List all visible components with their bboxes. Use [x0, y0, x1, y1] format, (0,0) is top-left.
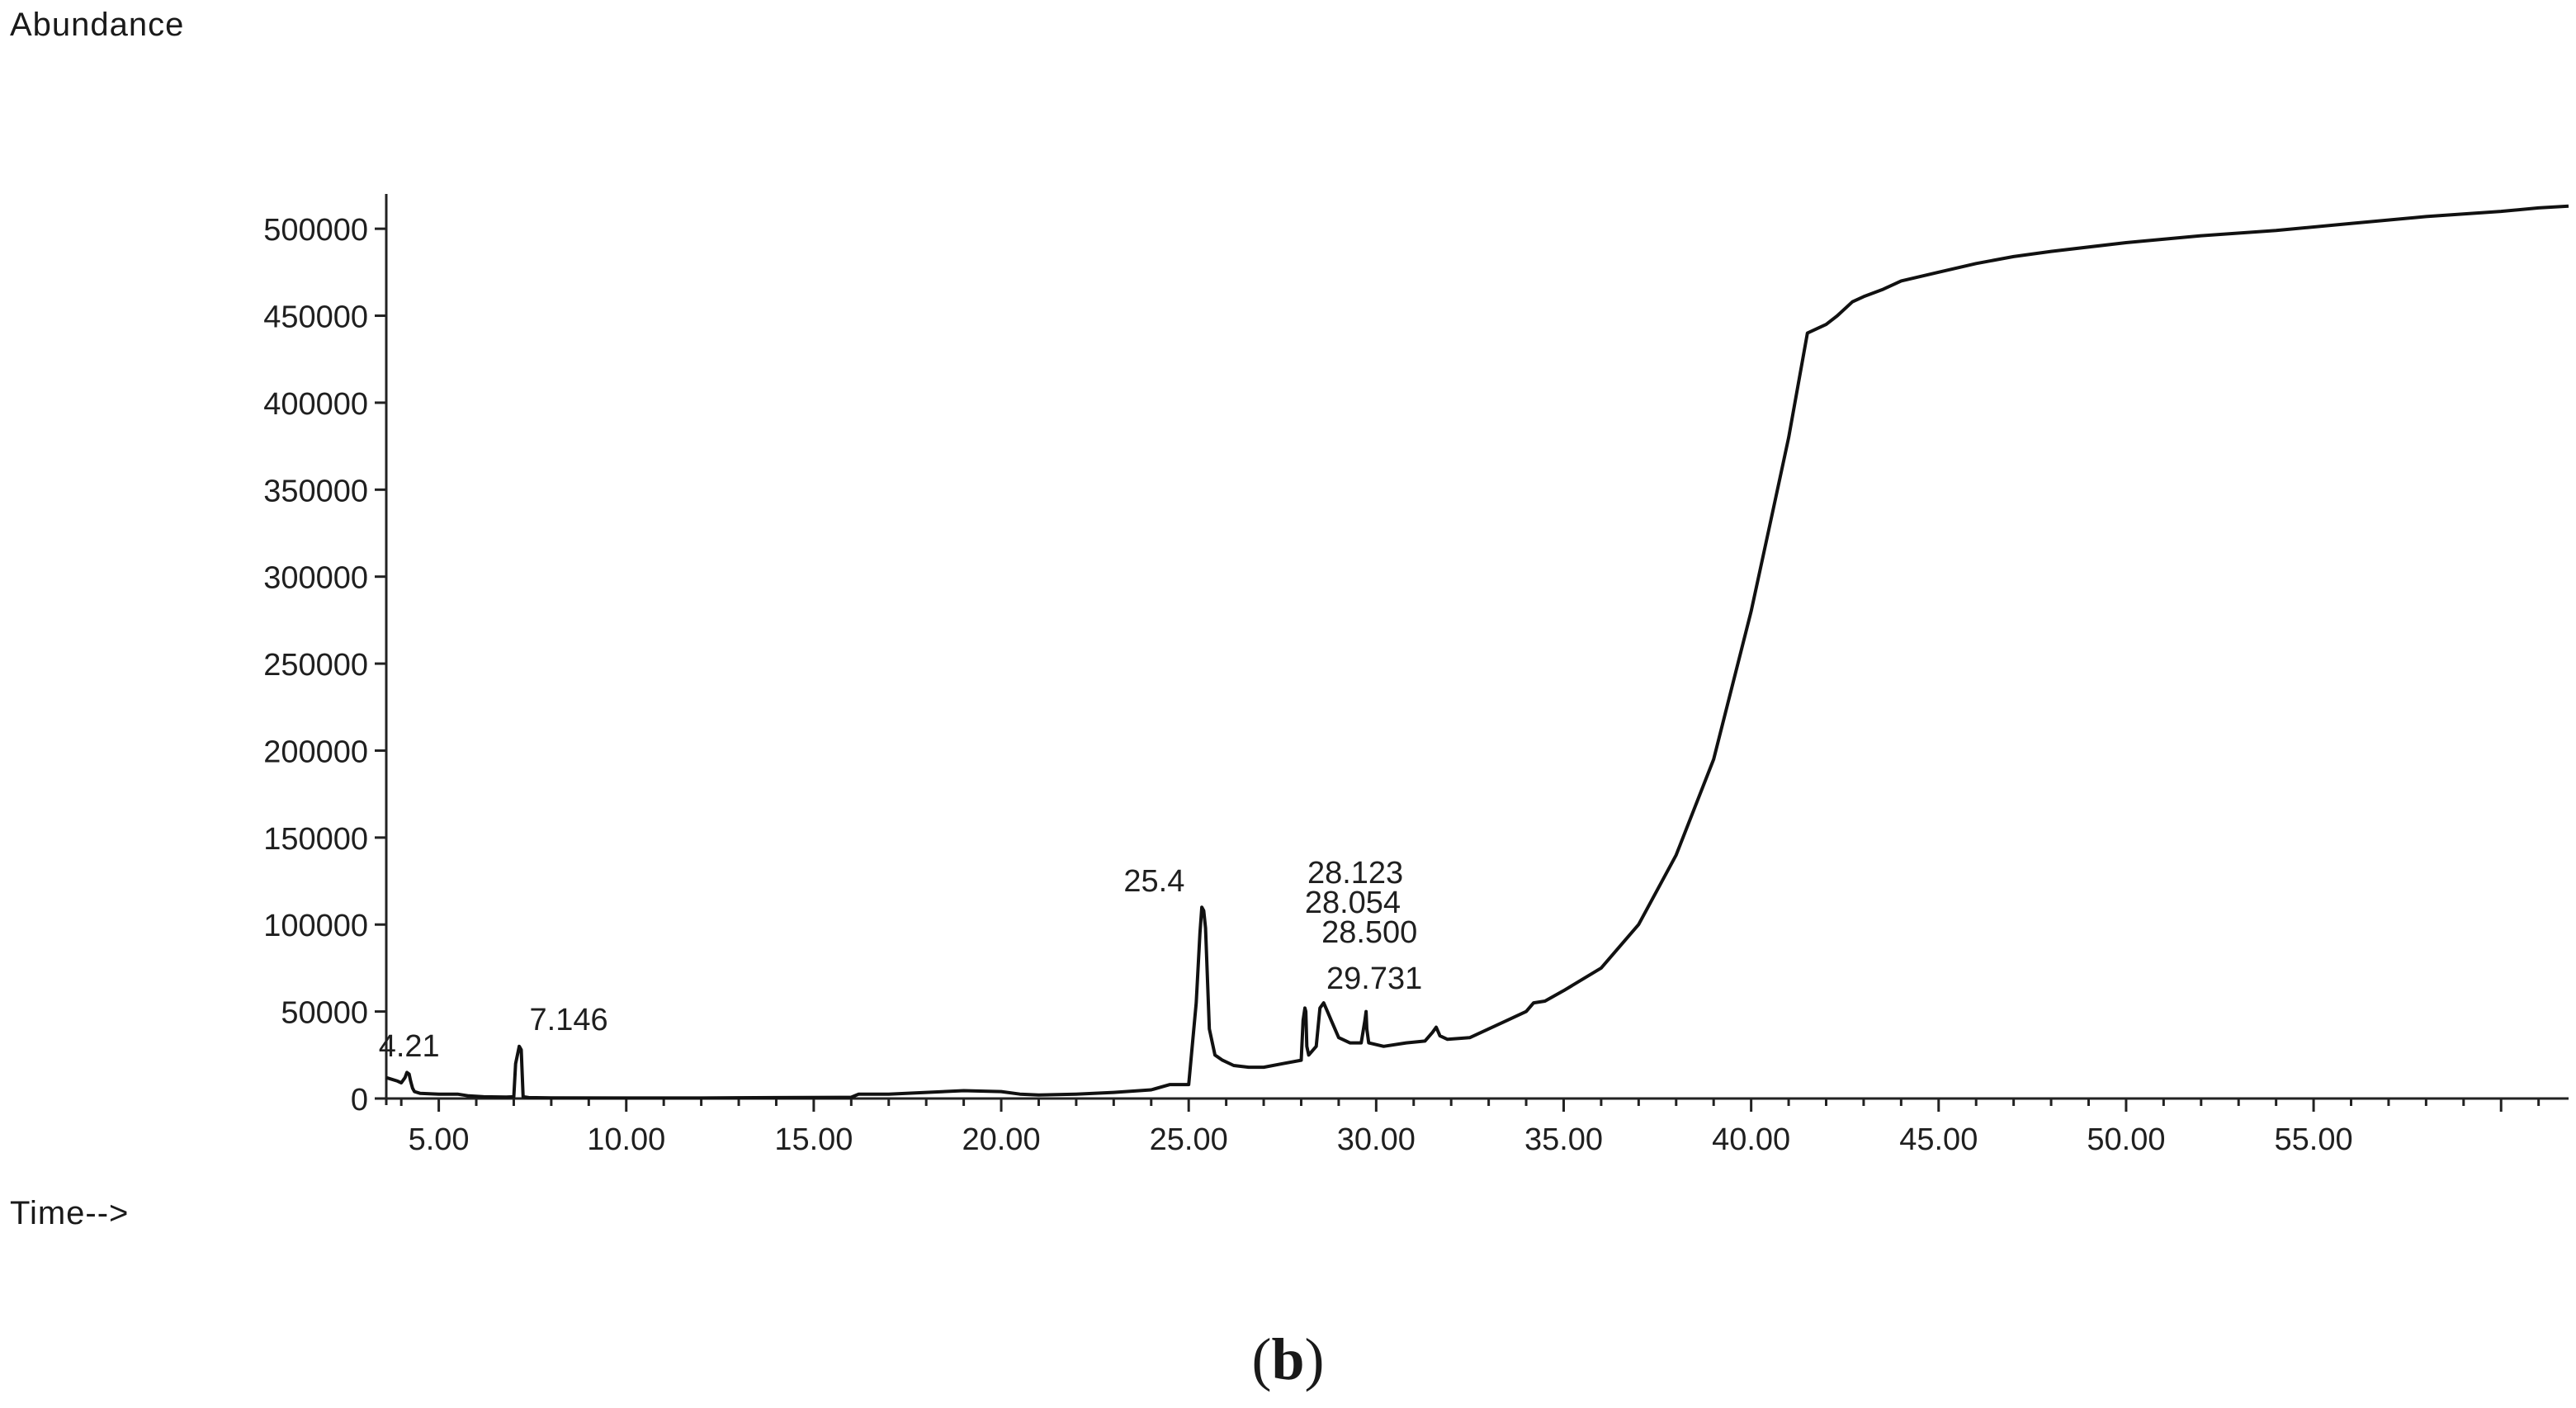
y-tick-label: 500000 [263, 213, 368, 248]
series-layer [385, 204, 2569, 1100]
x-axis-title: Time--> [10, 1195, 130, 1231]
x-tick-label: 5.00 [409, 1122, 470, 1157]
y-tick-label: 250000 [263, 648, 368, 683]
y-tick-label: 0 [351, 1083, 368, 1117]
y-tick-label: 150000 [263, 822, 368, 857]
y-tick-label: 300000 [263, 561, 368, 596]
peak-label: 29.731 [1326, 962, 1422, 996]
x-tick-label: 55.00 [2275, 1122, 2353, 1157]
peak-label: 28.054 [1305, 886, 1401, 920]
axes [380, 194, 2569, 1105]
x-tick-label: 30.00 [1337, 1122, 1416, 1157]
x-tick-label: 50.00 [2087, 1122, 2165, 1157]
peak-label: 28.123 [1307, 856, 1403, 891]
y-tick-label: 200000 [263, 735, 368, 769]
y-tick-label: 350000 [263, 474, 368, 508]
panel-label-letter: b [1271, 1326, 1305, 1392]
x-axis-ticks: 5.00 10.00 15.00 20.00 25.00 30.00 35.00 40.00 4… [399, 1099, 2541, 1157]
peak-label: 4.21 [379, 1029, 440, 1064]
peak-label: 7.146 [530, 1003, 608, 1037]
x-tick-label: 25.00 [1150, 1122, 1228, 1157]
y-tick-label: 450000 [263, 300, 368, 335]
x-tick-label: 20.00 [962, 1122, 1040, 1157]
x-tick-label: 15.00 [774, 1122, 853, 1157]
panel-label-open: ( [1251, 1326, 1272, 1392]
series-line [385, 204, 2569, 1100]
peak-label: 25.4 [1123, 864, 1184, 899]
panel-label-close: ) [1304, 1326, 1325, 1392]
y-axis-title: Abundance [10, 7, 185, 43]
x-tick-label: 45.00 [1899, 1122, 1978, 1157]
peak-label: 28.500 [1321, 915, 1417, 950]
x-tick-label: 40.00 [1712, 1122, 1790, 1157]
x-tick-label: 35.00 [1524, 1122, 1603, 1157]
y-tick-label: 100000 [263, 909, 368, 943]
y-tick-label: 400000 [263, 387, 368, 422]
y-axis-ticks: 0 50000 100000 150000 200000 250000 300000 3500… [263, 213, 386, 1117]
x-tick-label: 10.00 [587, 1122, 665, 1157]
y-tick-label: 50000 [281, 996, 368, 1031]
panel-label: (b) [0, 1325, 2576, 1394]
